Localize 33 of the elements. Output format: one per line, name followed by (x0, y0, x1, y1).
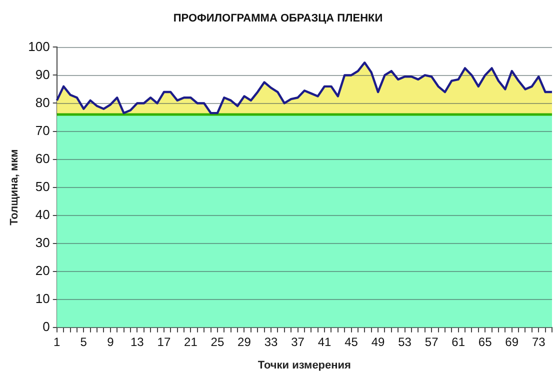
y-tick-label: 0 (42, 318, 50, 334)
y-axis-title: Толщина, мкм (8, 149, 21, 226)
x-tick-label: 45 (344, 334, 358, 349)
y-tick-label: 20 (35, 262, 50, 278)
y-tick-label: 40 (35, 206, 50, 222)
y-tick-label: 50 (35, 178, 50, 194)
y-tick-label: 60 (35, 150, 50, 166)
x-tick-label: 49 (371, 334, 386, 349)
x-tick-label: 29 (238, 334, 252, 349)
x-tick-label: 57 (424, 334, 439, 349)
x-tick-label: 13 (130, 334, 144, 349)
y-tick-label: 100 (28, 38, 50, 54)
y-tick-label: 90 (35, 66, 50, 82)
x-tick-label: 9 (107, 334, 114, 349)
y-tick-label: 30 (35, 234, 50, 250)
x-tick-label: 5 (80, 334, 88, 349)
x-tick-label: 1 (54, 334, 61, 349)
x-axis-title: Точки измерения (258, 359, 351, 372)
x-tick-label: 25 (210, 334, 224, 349)
x-tick-label: 37 (291, 334, 305, 349)
chart-title: ПРОФИЛОГРАММА ОБРАЗЦА ПЛЕНКИ (173, 12, 383, 25)
x-tick-label: 33 (264, 334, 278, 349)
y-tick-label: 80 (35, 94, 50, 110)
x-tick-label: 21 (184, 334, 198, 349)
x-tick-label: 17 (157, 334, 171, 349)
x-tick-label: 61 (452, 334, 466, 349)
x-tick-label: 41 (318, 334, 332, 349)
x-tick-label: 73 (532, 334, 546, 349)
x-tick-label: 69 (505, 334, 519, 349)
y-tick-label: 70 (35, 122, 50, 138)
x-tick-label: 65 (478, 334, 492, 349)
y-tick-label: 10 (35, 290, 50, 306)
x-tick-label: 53 (398, 334, 412, 349)
